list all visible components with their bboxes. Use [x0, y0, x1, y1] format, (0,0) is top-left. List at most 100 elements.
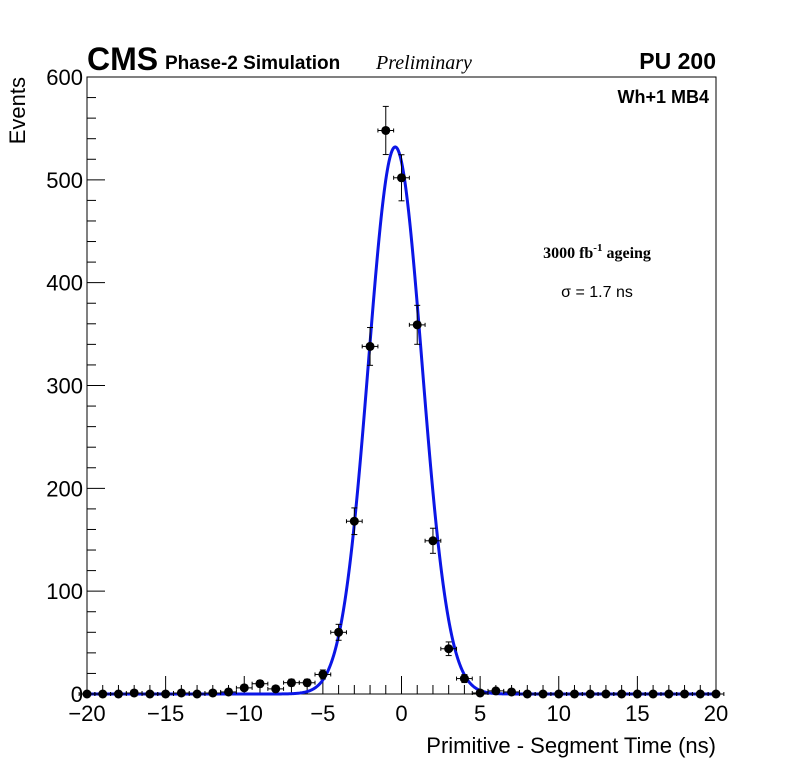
x-axis-label: Primitive - Segment Time (ns) [426, 733, 716, 758]
data-point [283, 678, 300, 688]
data-marker [428, 536, 438, 546]
data-point [613, 689, 631, 699]
data-point [440, 641, 458, 657]
data-point [377, 105, 395, 156]
data-point [581, 689, 599, 699]
data-point [141, 689, 159, 699]
simulation-label: Phase-2 Simulation [165, 53, 340, 74]
data-point [707, 689, 725, 699]
data-point [534, 689, 552, 699]
data-point [330, 623, 347, 641]
data-marker [176, 688, 186, 698]
fit-curve [87, 145, 716, 696]
data-point [471, 688, 489, 698]
data-point [456, 674, 473, 684]
data-marker [82, 689, 92, 699]
sigma-label: σ = 1.7 ns [561, 284, 633, 301]
data-marker [444, 644, 454, 654]
data-point [220, 687, 237, 697]
data-marker [507, 687, 517, 697]
data-marker [664, 689, 674, 699]
data-marker [98, 689, 108, 699]
data-point [676, 689, 693, 699]
ageing-label: 3000 fb-1 ageing [543, 242, 651, 262]
data-point [110, 689, 127, 699]
data-marker [349, 516, 359, 526]
data-point [204, 688, 222, 698]
data-point [235, 683, 253, 693]
data-point [660, 689, 678, 699]
data-marker [113, 689, 123, 699]
data-marker [601, 689, 611, 699]
data-marker [334, 627, 344, 637]
data-marker [538, 689, 548, 699]
x-tick-label: −20 [68, 701, 105, 726]
data-marker [397, 173, 406, 183]
data-point [345, 507, 363, 536]
y-tick-label: 400 [46, 271, 83, 296]
x-tick-label: −5 [310, 701, 335, 726]
data-point [188, 689, 206, 699]
data-point [314, 669, 332, 680]
data-marker [569, 689, 579, 699]
data-point [298, 678, 316, 688]
data-marker [208, 688, 218, 698]
y-tick-label: 200 [46, 476, 83, 501]
data-marker [239, 683, 249, 693]
y-axis-label: Events [5, 77, 30, 144]
x-tick-label: 0 [395, 701, 407, 726]
data-point [157, 689, 174, 699]
preliminary-label: Preliminary [375, 52, 472, 74]
data-point [251, 679, 269, 689]
data-point [691, 689, 709, 699]
data-point [125, 688, 143, 698]
data-marker [271, 684, 281, 694]
data-marker [491, 686, 501, 696]
x-tick-label: 20 [704, 701, 728, 726]
data-marker [286, 678, 296, 688]
data-marker [648, 689, 658, 699]
data-marker [318, 669, 328, 679]
x-tick-label: 10 [547, 701, 571, 726]
y-tick-label: 600 [46, 65, 83, 90]
data-marker [585, 689, 595, 699]
data-marker [475, 688, 485, 698]
data-point [629, 689, 646, 699]
data-point [408, 304, 426, 345]
fit-layer [87, 145, 716, 696]
x-tick-label: −10 [226, 701, 263, 726]
data-point [644, 689, 662, 699]
data-point [550, 689, 568, 699]
data-point [518, 689, 536, 699]
data-marker [632, 689, 642, 699]
data-marker [381, 125, 391, 135]
data-marker [365, 341, 375, 351]
y-tick-label: 300 [46, 374, 83, 399]
data-point [361, 327, 379, 366]
data-point [597, 689, 615, 699]
y-tick-label: 100 [46, 579, 83, 604]
data-points [78, 105, 725, 699]
data-marker [459, 674, 469, 684]
data-marker [145, 689, 155, 699]
y-tick-label: 0 [71, 682, 83, 707]
data-point [267, 684, 285, 694]
data-point [566, 689, 583, 699]
data-point [424, 527, 442, 554]
chamber-label: Wh+1 MB4 [617, 87, 709, 107]
data-point [393, 154, 410, 202]
data-marker [192, 689, 202, 699]
x-tick-label: −15 [147, 701, 184, 726]
y-tick-label: 500 [46, 168, 83, 193]
data-marker [129, 688, 139, 698]
data-marker [255, 679, 265, 689]
data-marker [554, 689, 564, 699]
data-marker [224, 687, 234, 697]
data-marker [412, 320, 422, 330]
data-marker [695, 689, 705, 699]
data-marker [617, 689, 627, 699]
data-point [94, 689, 112, 699]
data-marker [161, 689, 171, 699]
